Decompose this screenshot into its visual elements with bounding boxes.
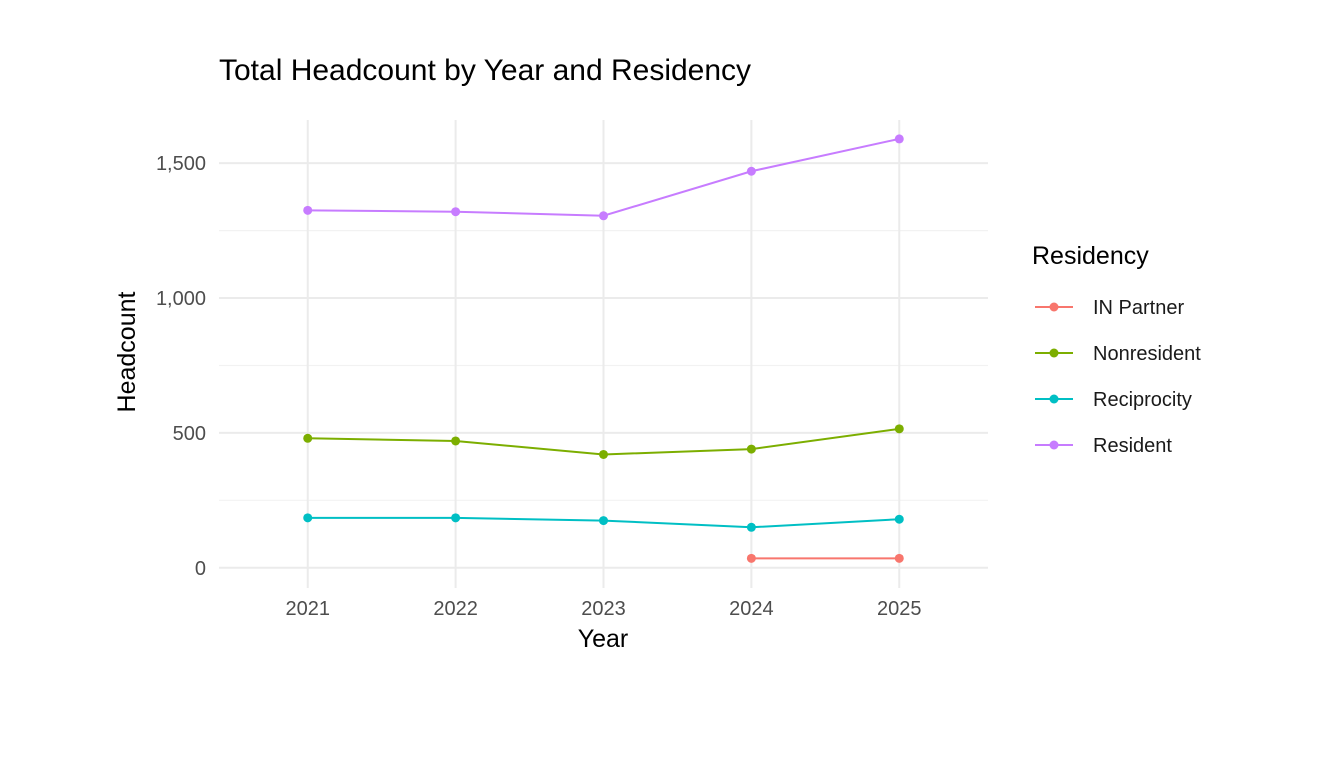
legend-item-in-partner: IN Partner	[1035, 297, 1184, 319]
data-point-resident	[303, 205, 313, 215]
legend-key-point	[1049, 348, 1059, 358]
data-point-reciprocity	[599, 516, 608, 526]
data-point-nonresident	[894, 424, 904, 434]
data-point-nonresident	[599, 449, 608, 459]
x-tick-label: 2023	[581, 598, 626, 620]
axes: Total Headcount by Year and Residency Ye…	[113, 54, 922, 653]
legend-label: IN Partner	[1093, 297, 1184, 319]
y-tick-label: 500	[173, 423, 206, 445]
y-tick-label: 1,000	[156, 288, 206, 310]
legend-label: Nonresident	[1093, 343, 1201, 365]
data-point-resident	[451, 207, 461, 217]
data-point-in-partner	[894, 553, 904, 563]
legend-key-point	[1049, 302, 1059, 312]
legend-item-nonresident: Nonresident	[1035, 343, 1201, 365]
legend-label: Resident	[1093, 435, 1172, 457]
data-point-nonresident	[746, 444, 756, 454]
legend-label: Reciprocity	[1093, 389, 1192, 411]
data-point-resident	[746, 166, 756, 176]
data-point-nonresident	[451, 436, 461, 446]
data-point-in-partner	[746, 553, 756, 563]
x-tick-label: 2021	[285, 598, 330, 620]
data-point-reciprocity	[451, 513, 461, 523]
x-tick-label: 2025	[877, 598, 922, 620]
data-point-reciprocity	[894, 514, 904, 524]
data-point-resident	[599, 211, 608, 221]
series-nonresident	[303, 424, 904, 459]
grid	[219, 120, 988, 588]
y-axis-title: Headcount	[113, 291, 141, 412]
legend-key-point	[1049, 440, 1059, 450]
series-in-partner	[746, 553, 904, 563]
series-resident	[303, 134, 904, 221]
data-point-reciprocity	[303, 513, 313, 523]
data-point-resident	[894, 134, 904, 144]
legend: Residency IN Partner Nonresident Reciproci…	[1032, 242, 1201, 457]
x-axis-title: Year	[578, 625, 629, 653]
legend-title: Residency	[1032, 242, 1149, 270]
series-reciprocity	[303, 513, 904, 532]
x-tick-label: 2024	[729, 598, 774, 620]
x-tick-label: 2022	[433, 598, 478, 620]
legend-item-resident: Resident	[1035, 435, 1172, 457]
data-point-reciprocity	[746, 522, 756, 532]
legend-item-reciprocity: Reciprocity	[1035, 389, 1192, 411]
series-layer	[303, 134, 904, 563]
data-point-nonresident	[303, 433, 313, 443]
y-tick-label: 0	[195, 558, 206, 580]
y-tick-label: 1,500	[156, 153, 206, 175]
chart-title: Total Headcount by Year and Residency	[219, 54, 751, 87]
legend-key-point	[1049, 394, 1059, 404]
